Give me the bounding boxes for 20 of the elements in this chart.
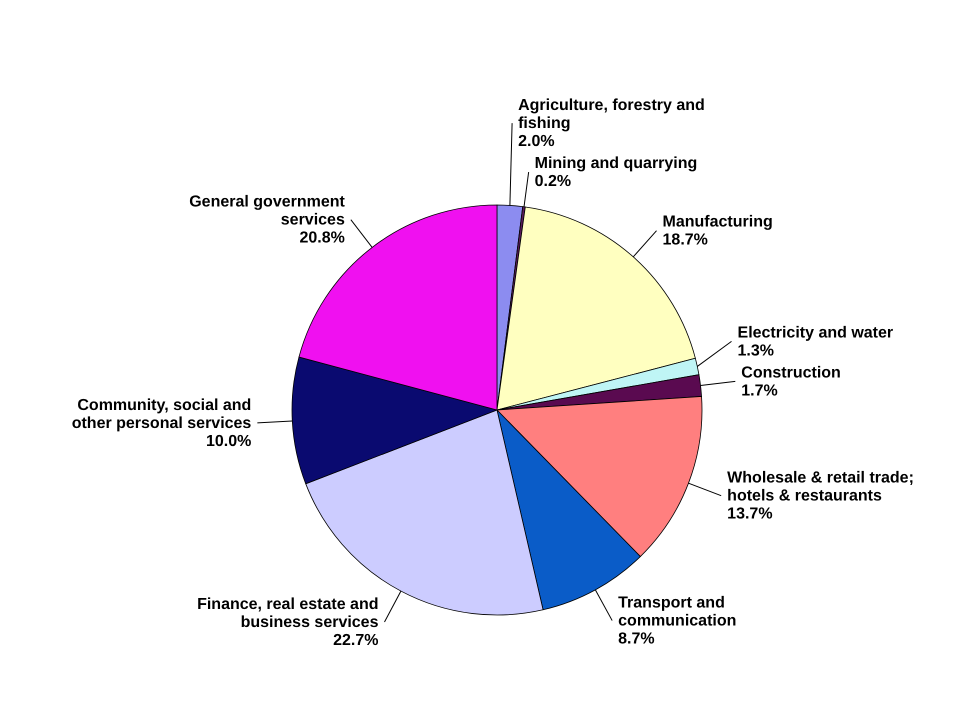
data-label: 18.7% [662, 232, 708, 249]
data-label: 8.7% [618, 630, 655, 648]
slice-label: Manufacturing [662, 214, 773, 231]
slice-label: Agriculture, forestry and fishing [518, 97, 705, 132]
data-label: 2.0% [518, 133, 555, 150]
data-label: 1.7% [741, 382, 778, 400]
slice-label: Construction [741, 364, 841, 382]
data-label: 1.3% [738, 342, 774, 360]
data-label: 20.8% [299, 230, 345, 247]
slice-label: Electricity and water [738, 324, 894, 342]
slice-label: Finance, real estate and business services [197, 596, 379, 631]
data-label: 0.2% [534, 173, 572, 190]
slice-label: General government services [189, 194, 346, 229]
slice-label: Transport and communication [618, 594, 736, 630]
slice-label: Community, social and other personal services [72, 396, 252, 432]
data-label: 22.7% [333, 632, 378, 649]
data-label: 13.7% [727, 506, 773, 523]
slice-label: Wholesale & retail trade; hotels & restaurants [727, 470, 914, 505]
slice-label: Mining and quarrying [534, 155, 698, 172]
data-label: 10.0% [206, 432, 252, 450]
